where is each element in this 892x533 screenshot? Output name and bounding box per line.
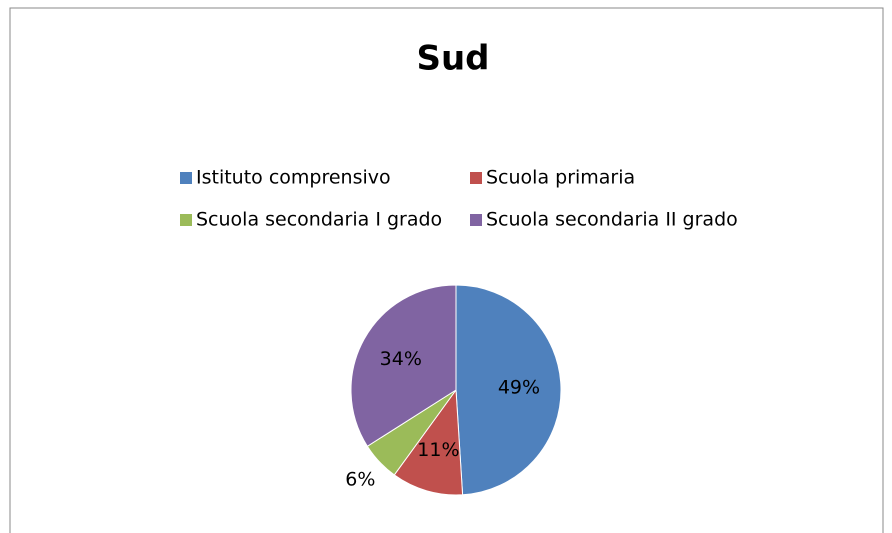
legend-label: Scuola secondaria I grado	[196, 209, 442, 231]
legend-swatch	[180, 214, 192, 226]
legend-label: Scuola secondaria II grado	[486, 209, 738, 231]
data-label: 49%	[498, 377, 540, 399]
pie-slice	[350, 284, 457, 447]
chart-title: Sud	[416, 39, 489, 79]
pie-slice	[455, 284, 562, 496]
pie-slice	[393, 388, 464, 496]
legend-swatch	[470, 214, 482, 226]
data-label: 34%	[380, 348, 422, 370]
legend-swatch	[470, 172, 482, 184]
legend-label: Scuola primaria	[486, 167, 635, 189]
legend-label: Istituto comprensivo	[196, 167, 391, 189]
data-label: 11%	[417, 439, 459, 461]
legend-swatch	[180, 172, 192, 184]
data-label: 6%	[345, 468, 375, 490]
